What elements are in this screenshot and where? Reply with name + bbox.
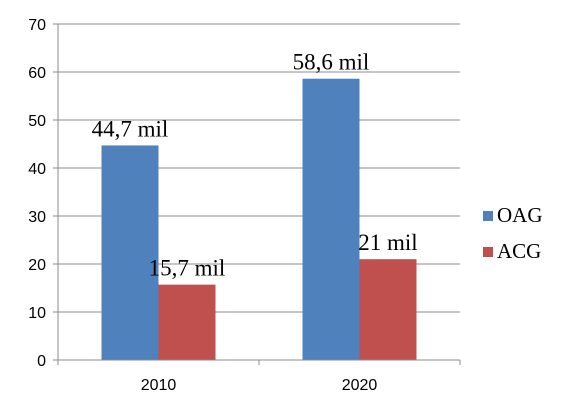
legend-label-oag: OAG — [497, 203, 543, 227]
x-tick-label: 2010 — [141, 377, 177, 394]
y-tick-label: 30 — [28, 209, 46, 226]
bar-oag-2020 — [302, 78, 360, 360]
y-tick-label: 0 — [37, 353, 46, 370]
data-label-oag-2010: 44,7 mil — [92, 116, 169, 141]
y-tick-label: 40 — [28, 161, 46, 178]
y-tick-label: 60 — [28, 65, 46, 82]
bar-acg-2020 — [359, 259, 417, 360]
bar-series — [101, 78, 417, 360]
y-tick-label: 70 — [28, 17, 46, 34]
legend: OAG ACG — [483, 203, 543, 263]
data-label-acg-2010: 15,7 mil — [149, 256, 226, 281]
legend-swatch-acg — [483, 247, 493, 257]
bar-acg-2010 — [158, 284, 216, 360]
y-axis-tick-labels: 0 10 20 30 40 50 60 70 — [28, 17, 46, 370]
data-label-acg-2020: 21 mil — [358, 230, 417, 255]
data-label-oag-2020: 58,6 mil — [293, 50, 370, 75]
legend-label-acg: ACG — [497, 239, 541, 263]
axes — [53, 23, 461, 365]
legend-swatch-oag — [483, 211, 493, 221]
x-axis-tick-labels: 2010 2020 — [141, 377, 378, 394]
data-labels: 44,7 mil 15,7 mil 58,6 mil 21 mil — [92, 50, 418, 281]
y-tick-label: 10 — [28, 305, 46, 322]
y-tick-label: 50 — [28, 113, 46, 130]
bar-oag-2010 — [101, 145, 159, 360]
x-tick-label: 2020 — [342, 377, 378, 394]
y-tick-label: 20 — [28, 257, 46, 274]
